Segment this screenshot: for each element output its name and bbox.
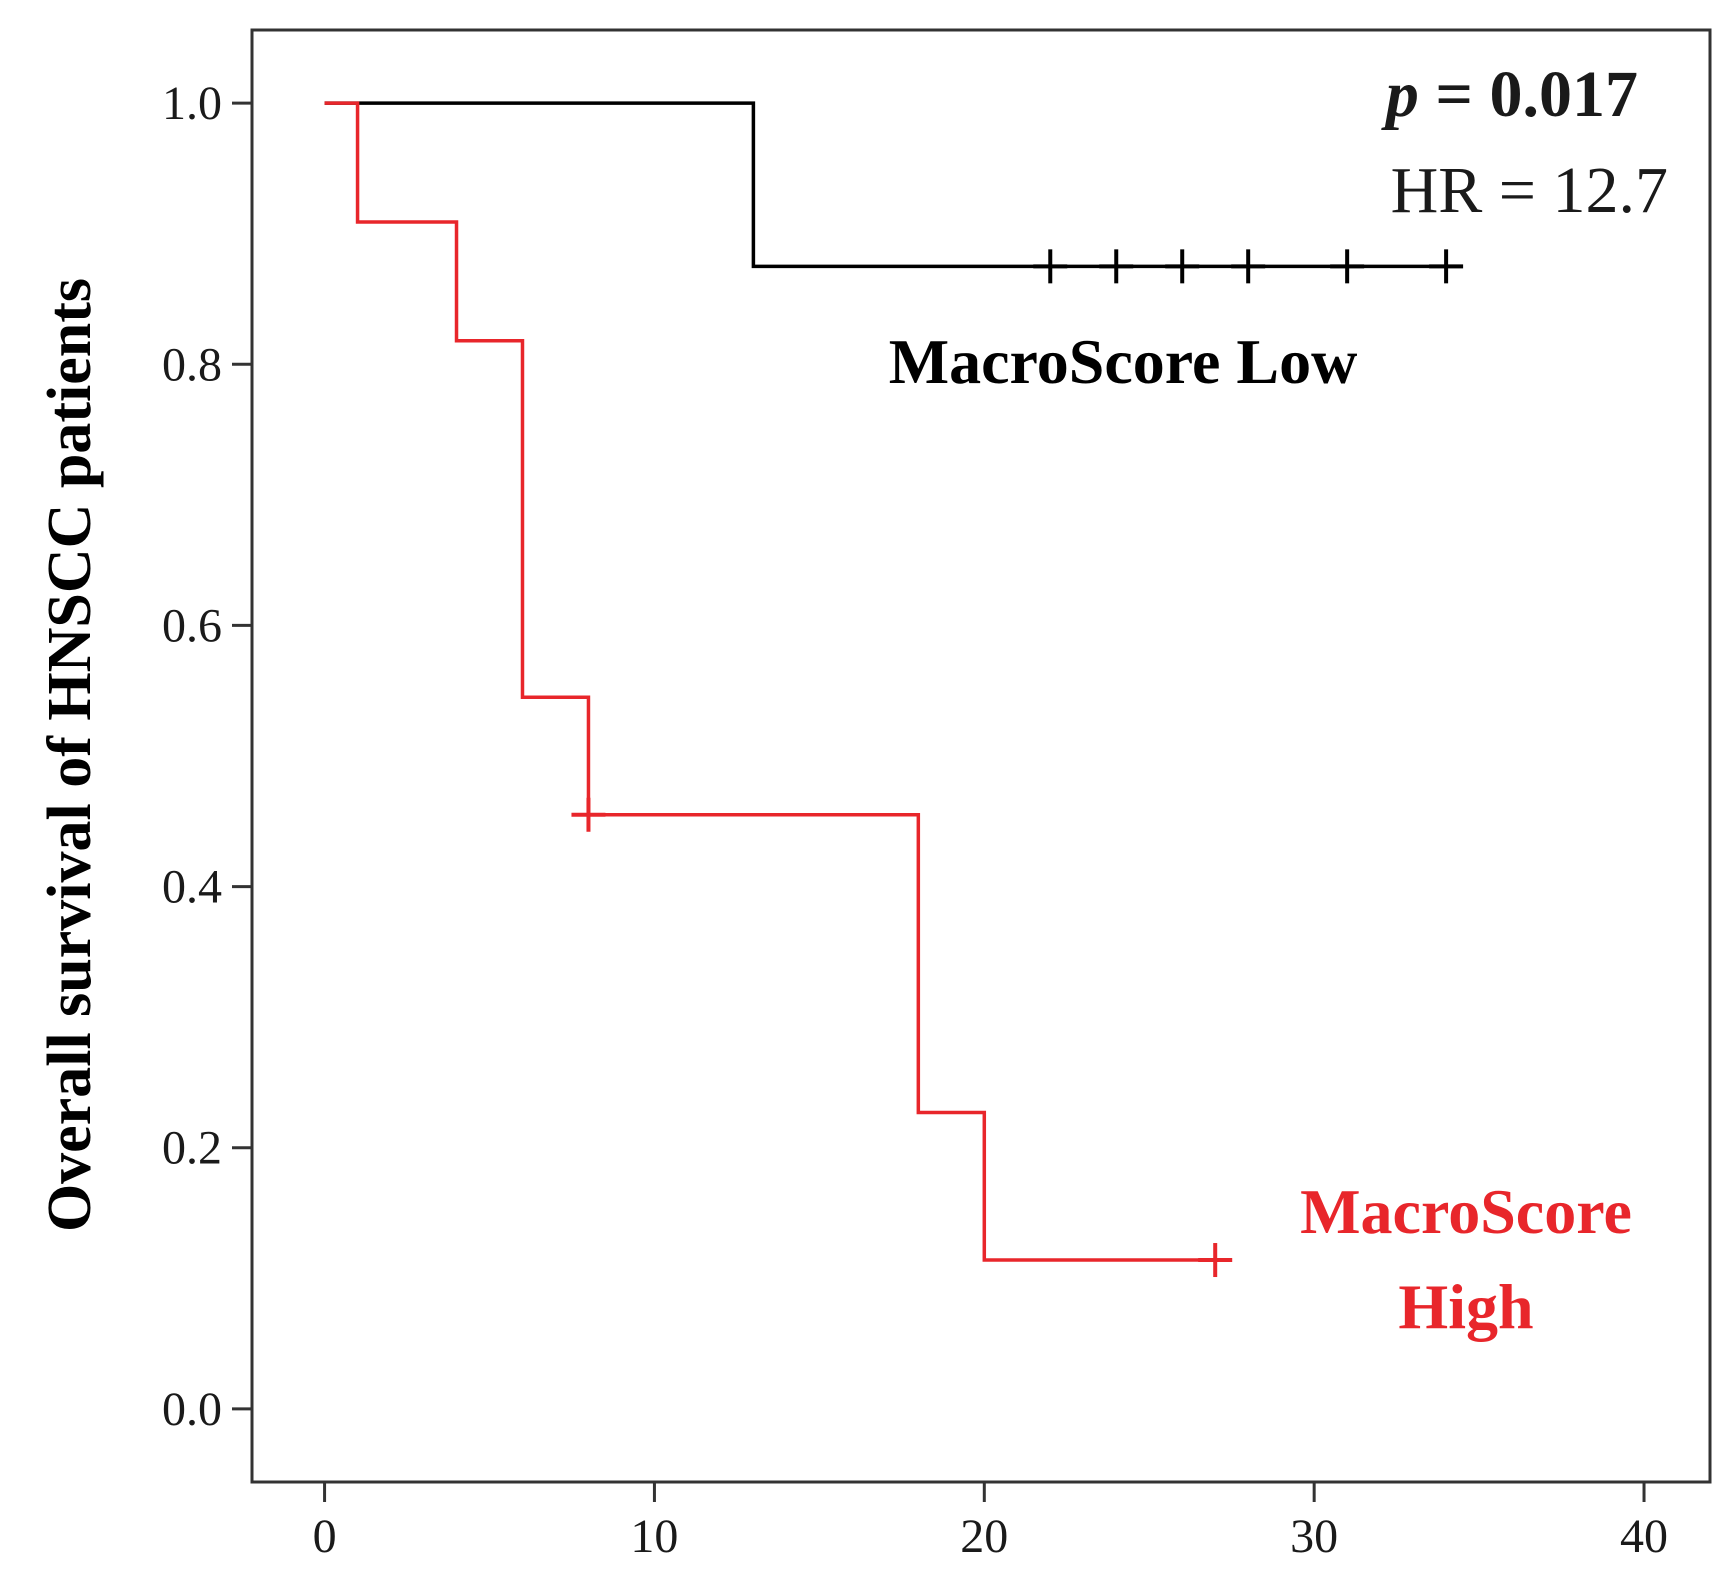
survival-curve-high	[324, 101, 1232, 1262]
plot-frame	[250, 28, 1712, 1484]
y-tick-label: 0.4	[162, 861, 222, 914]
x-tick-label: 30	[1290, 1510, 1338, 1563]
p-symbol: p	[1381, 58, 1419, 131]
p-value-annotation: p = 0.017	[1381, 58, 1638, 131]
x-tick-label: 40	[1620, 1510, 1668, 1563]
x-tick-label: 20	[960, 1510, 1008, 1563]
series-label-high-line1: MacroScore	[1300, 1176, 1632, 1247]
x-tick-label: 10	[630, 1510, 678, 1563]
series-label-low: MacroScore Low	[889, 326, 1358, 397]
p-value: = 0.017	[1419, 58, 1638, 131]
y-tick-label: 0.6	[162, 599, 222, 652]
y-axis-title: Overall survival of HNSCC patients	[36, 278, 104, 1232]
y-tick-label: 0.8	[162, 338, 222, 391]
y-tick-label: 0.2	[162, 1122, 222, 1175]
survival-curve-low	[324, 101, 1463, 269]
y-axis: 0.0 0.2 0.4 0.6 0.8 1.0	[162, 77, 252, 1436]
hazard-ratio-annotation: HR = 12.7	[1391, 154, 1668, 227]
x-axis: 0 10 20 30 40	[313, 1482, 1668, 1563]
series-layer	[324, 101, 1464, 1278]
y-tick-label: 1.0	[162, 77, 222, 130]
y-tick-label: 0.0	[162, 1383, 222, 1436]
x-tick-label: 0	[313, 1510, 337, 1563]
series-label-high-line2: High	[1398, 1271, 1533, 1342]
